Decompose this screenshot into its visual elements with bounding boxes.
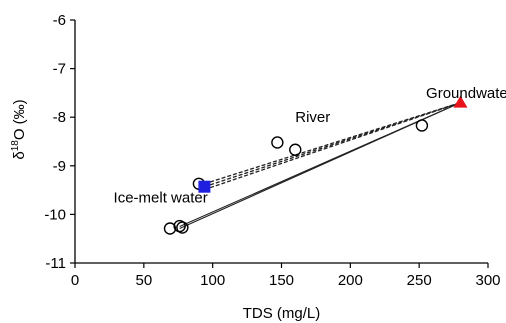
sample-point-7	[415, 119, 429, 132]
endmember-groundwater-marker	[453, 95, 468, 108]
x-tick-label-200: 200	[338, 272, 363, 289]
y-tick-label--8: -8	[53, 109, 66, 126]
sample-point-3	[176, 221, 189, 234]
y-tick-label--9: -9	[53, 158, 66, 175]
y-tick-label--6: -6	[53, 12, 66, 29]
x-tick-label-300: 300	[475, 272, 500, 289]
sample-point-6	[289, 143, 302, 156]
annotation-groundwater: Groundwater	[426, 85, 506, 102]
annotation-ice-melt-water: Ice-melt water	[114, 189, 208, 206]
x-tick-label-0: 0	[71, 272, 79, 289]
y-tick-label--10: -10	[44, 206, 66, 223]
y-axis-title: δ18O (‰)	[10, 99, 28, 159]
plot-area: River Ice-melt water Groundwater	[114, 85, 506, 235]
y-axis-title-rest: O (‰)	[11, 99, 28, 140]
annotation-river: River	[295, 109, 330, 126]
mixing-line-3	[204, 102, 461, 191]
x-tick-label-250: 250	[407, 272, 432, 289]
x-tick-label-100: 100	[200, 272, 225, 289]
mixing-line-5	[179, 102, 461, 228]
y-tick-label--7: -7	[53, 61, 66, 78]
x-tick-label-150: 150	[269, 272, 294, 289]
sample-point-5	[271, 136, 284, 149]
sample-point-1	[163, 222, 177, 235]
y-axis-title-superscript: 18	[10, 140, 21, 152]
endmember-ice-melt-marker	[198, 180, 211, 193]
x-axis-title: TDS (mg/L)	[243, 305, 321, 322]
axes: 0 50 100 150 200 250 300 -11 -10 -9 -8 -7 -6	[44, 12, 500, 289]
x-tick-label-50: 50	[135, 272, 152, 289]
y-axis-title-delta: δ	[11, 151, 28, 159]
y-tick-label--11: -11	[45, 255, 66, 272]
